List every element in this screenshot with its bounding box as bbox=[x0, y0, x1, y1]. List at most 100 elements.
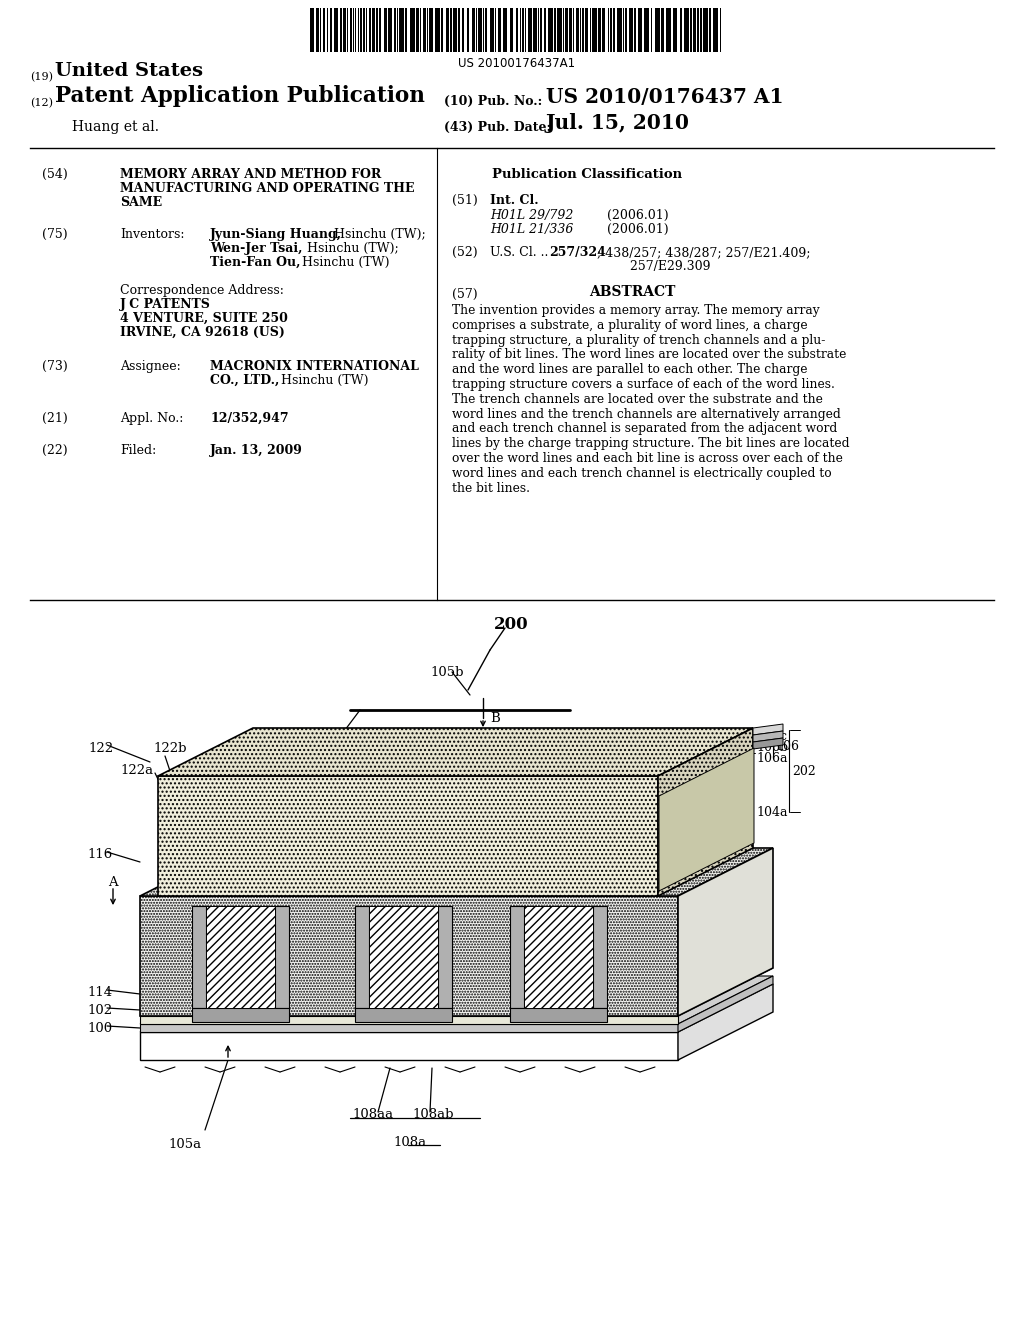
Bar bbox=[399, 8, 404, 51]
Polygon shape bbox=[275, 906, 289, 1008]
Polygon shape bbox=[369, 906, 438, 1008]
Text: 100: 100 bbox=[87, 1022, 112, 1035]
Bar bbox=[330, 8, 332, 51]
Text: 257/324: 257/324 bbox=[549, 246, 606, 259]
Text: H01L 21/336: H01L 21/336 bbox=[490, 223, 573, 236]
Bar bbox=[462, 8, 464, 51]
Text: J C PATENTS: J C PATENTS bbox=[120, 298, 211, 312]
Text: (21): (21) bbox=[42, 412, 68, 425]
Bar bbox=[410, 8, 415, 51]
Text: Correspondence Address:: Correspondence Address: bbox=[120, 284, 284, 297]
Polygon shape bbox=[753, 731, 783, 742]
Text: 104b: 104b bbox=[172, 777, 206, 791]
Polygon shape bbox=[753, 723, 783, 735]
Polygon shape bbox=[510, 1008, 607, 1022]
Text: 108c: 108c bbox=[700, 917, 732, 931]
Text: and each trench channel is separated from the adjacent word: and each trench channel is separated fro… bbox=[452, 422, 838, 436]
Polygon shape bbox=[140, 896, 678, 1016]
Text: U.S. Cl. ..: U.S. Cl. .. bbox=[490, 246, 552, 259]
Text: 106b: 106b bbox=[756, 741, 788, 754]
Text: word lines and the trench channels are alternatively arranged: word lines and the trench channels are a… bbox=[452, 408, 841, 421]
Text: Hsinchu (TW);: Hsinchu (TW); bbox=[330, 228, 426, 242]
Bar bbox=[569, 8, 572, 51]
Text: (75): (75) bbox=[42, 228, 68, 242]
Text: MANUFACTURING AND OPERATING THE: MANUFACTURING AND OPERATING THE bbox=[120, 182, 415, 195]
Bar bbox=[548, 8, 553, 51]
Text: (12): (12) bbox=[30, 98, 53, 108]
Text: 4 VENTURE, SUITE 250: 4 VENTURE, SUITE 250 bbox=[120, 312, 288, 325]
Text: B: B bbox=[490, 711, 500, 725]
Text: Hsinchu (TW);: Hsinchu (TW); bbox=[303, 242, 398, 255]
Bar bbox=[625, 8, 627, 51]
Bar bbox=[575, 8, 579, 51]
Bar bbox=[435, 8, 440, 51]
Text: 114: 114 bbox=[87, 986, 112, 999]
Text: (2006.01): (2006.01) bbox=[607, 209, 669, 222]
Text: Jul. 15, 2010: Jul. 15, 2010 bbox=[545, 114, 689, 133]
Text: (19): (19) bbox=[30, 71, 53, 82]
Text: CO., LTD.,: CO., LTD., bbox=[210, 374, 280, 387]
Bar bbox=[446, 8, 449, 51]
Polygon shape bbox=[206, 906, 275, 1008]
Text: 106c: 106c bbox=[756, 730, 787, 743]
Bar bbox=[384, 8, 387, 51]
Text: Hsinchu (TW): Hsinchu (TW) bbox=[298, 256, 389, 269]
Bar bbox=[343, 8, 346, 51]
Bar bbox=[638, 8, 642, 51]
Bar bbox=[485, 8, 487, 51]
Text: US 20100176437A1: US 20100176437A1 bbox=[459, 57, 575, 70]
Bar bbox=[713, 8, 718, 51]
Text: ABSTRACT: ABSTRACT bbox=[589, 285, 675, 300]
Text: 257/E29.309: 257/E29.309 bbox=[490, 260, 711, 273]
Bar bbox=[703, 8, 708, 51]
Text: ; 438/257; 438/287; 257/E21.409;: ; 438/257; 438/287; 257/E21.409; bbox=[597, 246, 811, 259]
Text: 106: 106 bbox=[775, 741, 799, 752]
Polygon shape bbox=[158, 729, 753, 776]
Text: A: A bbox=[686, 876, 695, 888]
Bar bbox=[350, 8, 352, 51]
Text: (73): (73) bbox=[42, 360, 68, 374]
Text: Assignee:: Assignee: bbox=[120, 360, 181, 374]
Text: Int. Cl.: Int. Cl. bbox=[490, 194, 539, 207]
Text: comprises a substrate, a plurality of word lines, a charge: comprises a substrate, a plurality of wo… bbox=[452, 319, 808, 331]
Text: 102: 102 bbox=[87, 1005, 112, 1016]
Polygon shape bbox=[140, 968, 773, 1016]
Text: the bit lines.: the bit lines. bbox=[452, 482, 530, 495]
Text: 105a: 105a bbox=[168, 1138, 202, 1151]
Polygon shape bbox=[753, 738, 783, 748]
Polygon shape bbox=[355, 906, 369, 1008]
Bar bbox=[565, 8, 568, 51]
Text: MACRONIX INTERNATIONAL: MACRONIX INTERNATIONAL bbox=[210, 360, 419, 374]
Bar bbox=[617, 8, 622, 51]
Bar bbox=[490, 8, 494, 51]
Bar bbox=[498, 8, 501, 51]
Bar bbox=[666, 8, 671, 51]
Text: MEMORY ARRAY AND METHOD FOR: MEMORY ARRAY AND METHOD FOR bbox=[120, 168, 381, 181]
Text: Jyun-Siang Huang,: Jyun-Siang Huang, bbox=[210, 228, 342, 242]
Bar bbox=[423, 8, 426, 51]
Bar bbox=[690, 8, 692, 51]
Polygon shape bbox=[140, 975, 773, 1024]
Bar bbox=[673, 8, 677, 51]
Bar bbox=[362, 8, 365, 51]
Text: 122: 122 bbox=[88, 742, 113, 755]
Text: rality of bit lines. The word lines are located over the substrate: rality of bit lines. The word lines are … bbox=[452, 348, 847, 362]
Polygon shape bbox=[140, 983, 773, 1032]
Polygon shape bbox=[524, 906, 593, 1008]
Polygon shape bbox=[593, 906, 607, 1008]
Bar bbox=[441, 8, 443, 51]
Text: 122b: 122b bbox=[153, 742, 186, 755]
Bar bbox=[360, 8, 362, 51]
Bar bbox=[323, 8, 325, 51]
Text: Huang et al.: Huang et al. bbox=[72, 120, 159, 135]
Polygon shape bbox=[140, 1024, 678, 1032]
Bar bbox=[557, 8, 562, 51]
Text: 104a: 104a bbox=[756, 807, 787, 818]
Bar bbox=[655, 8, 660, 51]
Polygon shape bbox=[193, 1008, 289, 1022]
Bar bbox=[522, 8, 524, 51]
Text: (57): (57) bbox=[452, 288, 477, 301]
Text: trapping structure, a plurality of trench channels and a plu-: trapping structure, a plurality of trenc… bbox=[452, 334, 825, 347]
Text: 105b: 105b bbox=[430, 667, 464, 678]
Text: 106a: 106a bbox=[756, 752, 787, 766]
